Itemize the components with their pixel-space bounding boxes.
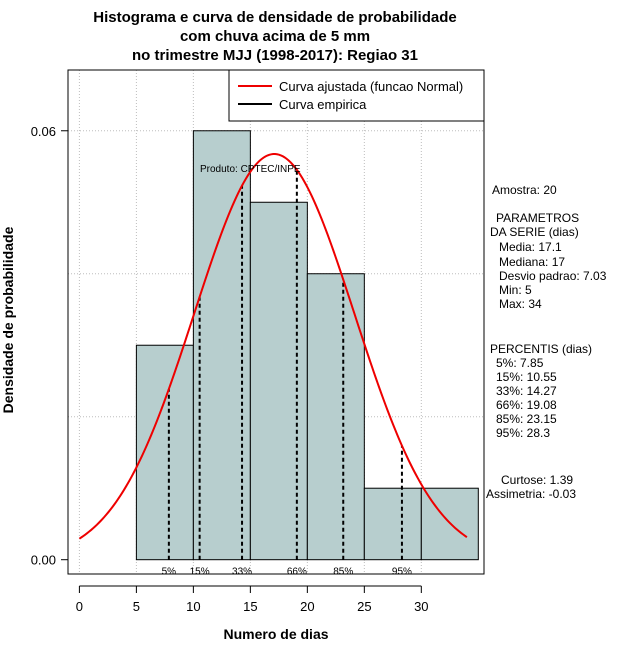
product-annotation: Produto: CPTEC/INPE (200, 164, 301, 175)
x-tick-label-6: 30 (414, 599, 428, 614)
x-tick-label-4: 20 (300, 599, 314, 614)
legend-box (228, 69, 485, 122)
stat-min: Min: 5 (499, 283, 532, 297)
x-axis: 0 5 10 15 20 25 30 (76, 585, 429, 614)
normal-curve (78, 153, 468, 540)
percentile-label-5: 95% (392, 567, 412, 578)
percentile-label-2: 33% (232, 567, 252, 578)
percentile-label-0: 5% (162, 567, 177, 578)
normal-curve-line (78, 153, 468, 540)
stat-median: Mediana: 17 (499, 255, 565, 269)
stat-kurtosis: Curtose: 1.39 (501, 473, 573, 487)
stat-max: Max: 34 (499, 297, 542, 311)
histogram-bar-1 (192, 130, 251, 561)
stat-params-subheading: DA SERIE (dias) (490, 225, 579, 239)
stat-sample: Amostra: 20 (492, 183, 557, 197)
chart-title-line-3: no trimestre MJJ (1998-2017): Regiao 31 (132, 47, 418, 64)
chart-title-line-1: Histograma e curva de densidade de proba… (93, 9, 456, 26)
percentile-label-4: 85% (333, 567, 353, 578)
stats-panel: Amostra: 20 PARAMETROS DA SERIE (dias) M… (486, 183, 607, 501)
x-tick-label-1: 5 (133, 599, 140, 614)
stat-p95: 95%: 28.3 (496, 426, 550, 440)
stat-mean: Media: 17.1 (499, 240, 562, 254)
percentile-label-3: 66% (287, 567, 307, 578)
x-tick-label-5: 25 (357, 599, 371, 614)
stat-p15: 15%: 10.55 (496, 370, 557, 384)
legend-label-normal: Curva ajustada (funcao Normal) (279, 79, 463, 94)
y-axis-label: Densidade de probabilidade (0, 226, 16, 413)
legend: Curva ajustada (funcao Normal) Curva emp… (228, 69, 485, 122)
stat-skewness: Assimetria: -0.03 (486, 487, 576, 501)
stat-percentiles-heading: PERCENTIS (dias) (490, 342, 592, 356)
stat-p5: 5%: 7.85 (496, 356, 544, 370)
stat-p33: 33%: 14.27 (496, 384, 557, 398)
y-axis: 0.00 0.06 (31, 124, 69, 568)
percentile-label-1: 15% (190, 567, 210, 578)
stat-p85: 85%: 23.15 (496, 412, 557, 426)
x-axis-label: Numero de dias (223, 626, 328, 642)
histogram-bar-0 (135, 344, 194, 561)
histogram-bar-3 (306, 273, 365, 561)
y-tick-label-0: 0.00 (31, 553, 56, 568)
stat-p66: 66%: 19.08 (496, 398, 557, 412)
y-tick-label-1: 0.06 (31, 124, 56, 139)
histogram-bar-2 (249, 201, 308, 561)
percentile-markers: 5% 15% 33% 66% 85% 95% (162, 169, 412, 578)
chart-title-line-2: com chuva acima de 5 mm (180, 28, 370, 45)
stat-sd: Desvio padrao: 7.03 (499, 269, 607, 283)
stat-params-heading: PARAMETROS (496, 211, 579, 225)
legend-label-empirical: Curva empirica (279, 97, 367, 112)
x-tick-label-0: 0 (76, 599, 83, 614)
x-tick-label-2: 10 (186, 599, 200, 614)
histogram-bar-4 (363, 487, 422, 561)
x-tick-label-3: 15 (243, 599, 257, 614)
